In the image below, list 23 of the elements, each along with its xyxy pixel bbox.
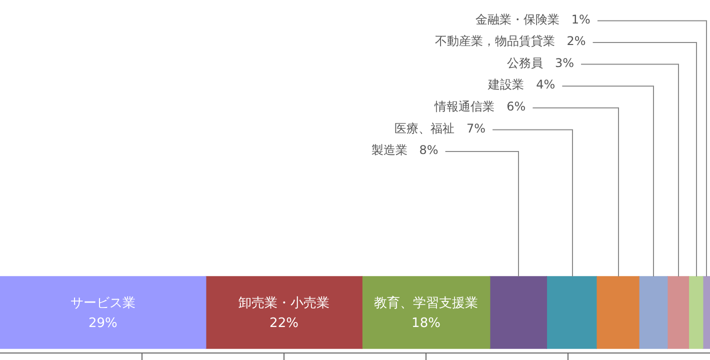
data-label: 18% bbox=[412, 316, 440, 331]
bar bbox=[490, 276, 548, 349]
bar bbox=[688, 276, 704, 349]
bar bbox=[206, 276, 362, 349]
text: 公務員 3% bbox=[507, 56, 574, 70]
bar bbox=[596, 276, 640, 349]
text: 医療、福祉 7% bbox=[394, 121, 486, 136]
series-label: 卸売業・小売業 bbox=[238, 296, 330, 311]
data-label: 29% bbox=[88, 316, 118, 331]
series-label: 教育、学習支援業 bbox=[374, 294, 478, 311]
bar bbox=[667, 276, 690, 349]
bar bbox=[362, 276, 490, 349]
text: 不動産業，物品賃貸業 2% bbox=[434, 34, 586, 48]
bar bbox=[546, 276, 597, 349]
text: 製造業 8% bbox=[371, 143, 438, 158]
data-label: 22% bbox=[270, 316, 298, 331]
series-label: サービス業 bbox=[70, 296, 136, 311]
bar bbox=[0, 276, 206, 349]
text: 金融業・保険業 1% bbox=[475, 12, 590, 26]
bar bbox=[638, 276, 668, 349]
text: 情報通信業 6% bbox=[434, 100, 526, 114]
bar bbox=[702, 276, 710, 349]
text: 建設業 4% bbox=[488, 78, 556, 92]
